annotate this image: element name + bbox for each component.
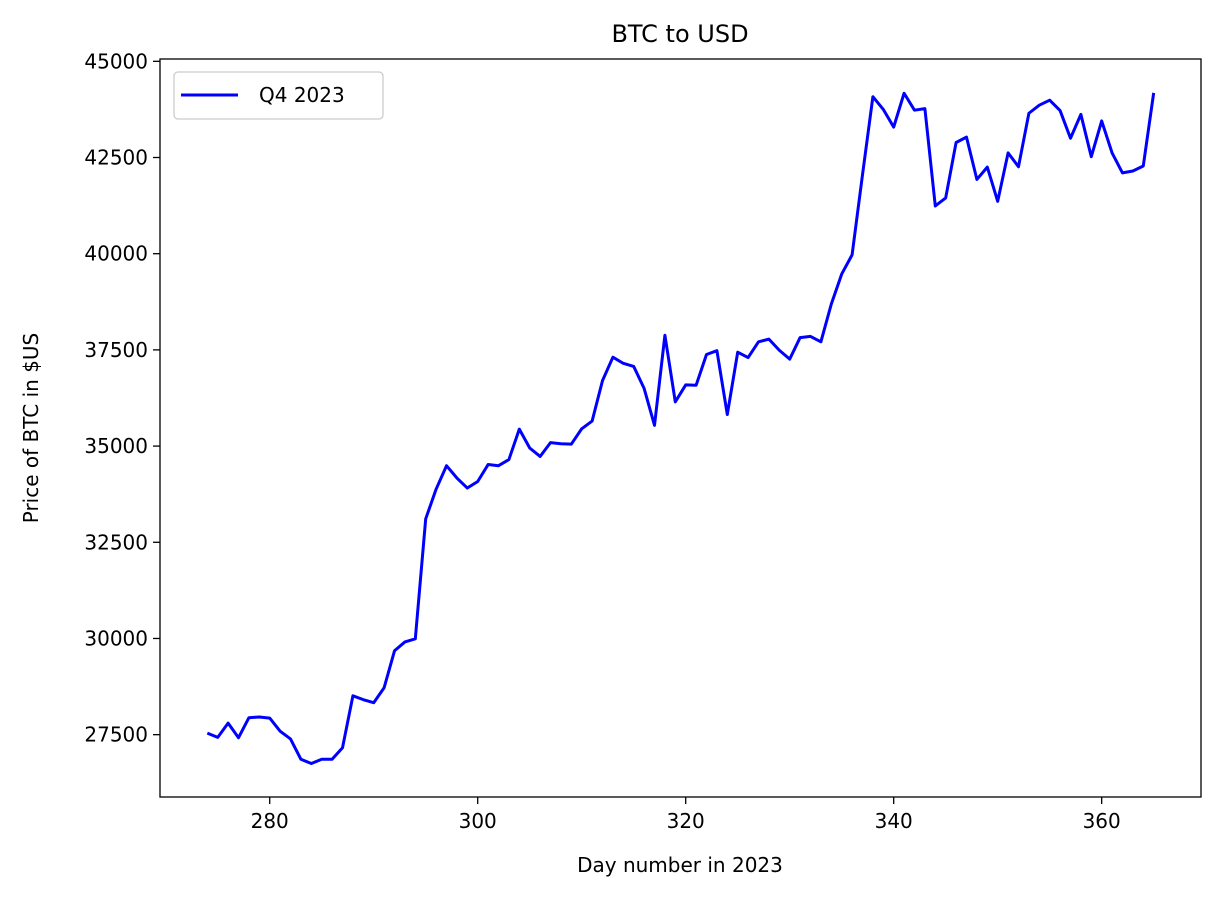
series-line-q4-2023 bbox=[206, 91, 1156, 766]
y-axis-ticks: 27500 30000 32500 35000 37500 40000 42500 45000 bbox=[84, 49, 160, 747]
chart-title: BTC to USD bbox=[611, 20, 748, 48]
y-tick-label: 40000 bbox=[84, 242, 148, 266]
legend: Q4 2023 bbox=[173, 71, 384, 120]
axes-frame bbox=[159, 58, 1202, 798]
x-tick-label: 300 bbox=[459, 809, 497, 833]
y-tick-label: 27500 bbox=[84, 723, 148, 747]
y-tick-label: 37500 bbox=[84, 338, 148, 362]
plot-area bbox=[159, 58, 1202, 798]
x-tick-label: 360 bbox=[1083, 809, 1121, 833]
y-tick-label: 35000 bbox=[84, 434, 148, 458]
x-tick-label: 320 bbox=[667, 809, 705, 833]
legend-box bbox=[173, 71, 384, 120]
legend-label-q4-2023: Q4 2023 bbox=[259, 83, 345, 107]
y-tick-label: 30000 bbox=[84, 626, 148, 650]
x-axis-label: Day number in 2023 bbox=[577, 853, 783, 877]
x-tick-label: 340 bbox=[875, 809, 913, 833]
y-tick-label: 42500 bbox=[84, 146, 148, 170]
y-tick-label: 32500 bbox=[84, 530, 148, 554]
y-axis-label: Price of BTC in $US bbox=[19, 333, 43, 524]
x-tick-label: 280 bbox=[251, 809, 289, 833]
x-axis-ticks: 280 300 320 340 360 bbox=[251, 797, 1121, 833]
y-tick-label: 45000 bbox=[84, 49, 148, 73]
